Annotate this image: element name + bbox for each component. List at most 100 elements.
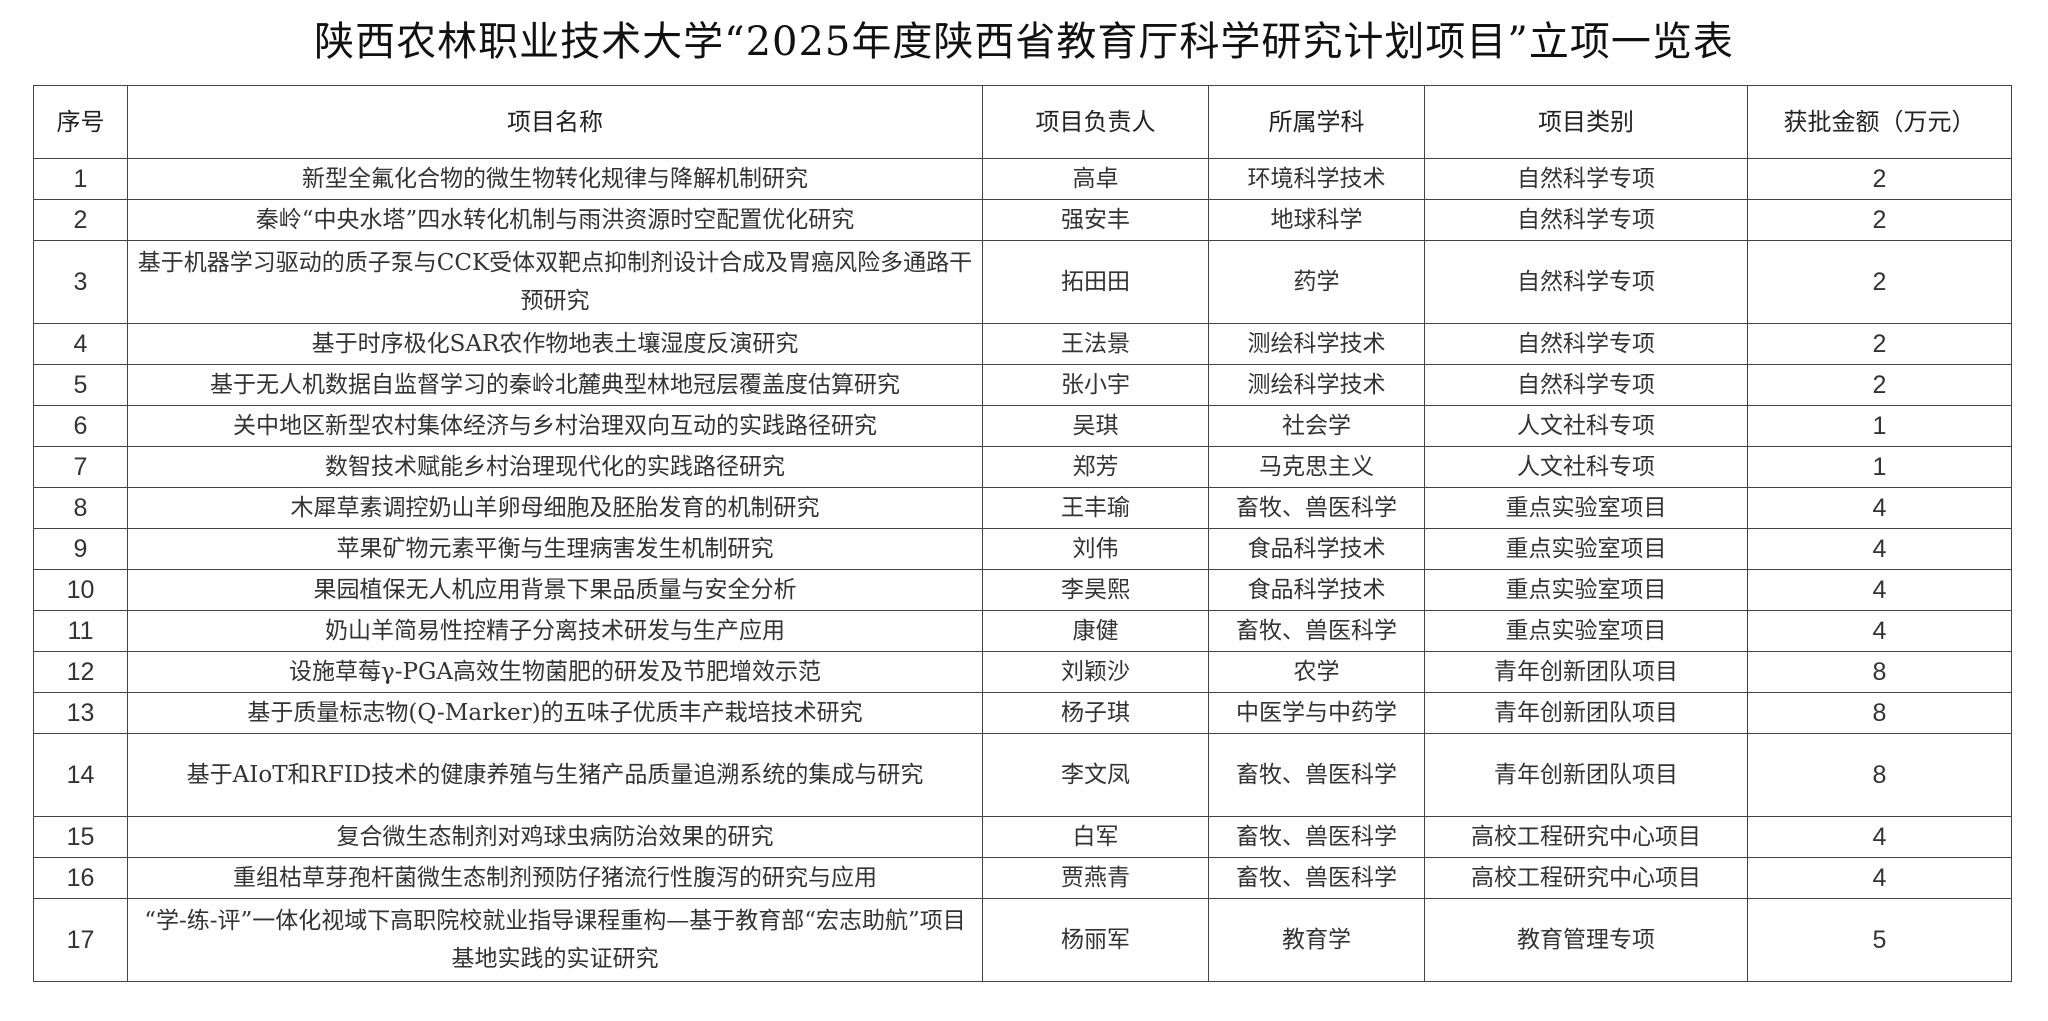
row-category: 自然科学专项 [1424, 199, 1748, 241]
row-amount: 4 [1747, 816, 2012, 858]
row-leader: 李文凤 [982, 733, 1209, 817]
row-project-name: 基于AIoT和RFID技术的健康养殖与生猪产品质量追溯系统的集成与研究 [127, 733, 983, 817]
row-discipline: 畜牧、兽医科学 [1208, 857, 1425, 899]
row-seq: 14 [33, 733, 128, 817]
header-leader: 项目负责人 [982, 85, 1209, 159]
row-category: 高校工程研究中心项目 [1424, 816, 1748, 858]
row-discipline: 食品科学技术 [1208, 528, 1425, 570]
row-project-name: 关中地区新型农村集体经济与乡村治理双向互动的实践路径研究 [127, 405, 983, 447]
row-amount: 2 [1747, 199, 2012, 241]
row-category: 人文社科专项 [1424, 446, 1748, 488]
row-leader: 杨丽军 [982, 898, 1209, 982]
row-category: 青年创新团队项目 [1424, 733, 1748, 817]
row-project-name: 设施草莓γ-PGA高效生物菌肥的研发及节肥增效示范 [127, 651, 983, 693]
table-row: 11 奶山羊简易性控精子分离技术研发与生产应用 康健 畜牧、兽医科学 重点实验室项目 4 [33, 610, 2012, 652]
table-row: 15 复合微生态制剂对鸡球虫病防治效果的研究 白军 畜牧、兽医科学 高校工程研究中心项目… [33, 816, 2012, 858]
row-leader: 张小宇 [982, 364, 1209, 406]
row-project-name: 果园植保无人机应用背景下果品质量与安全分析 [127, 569, 983, 611]
table-row: 14 基于AIoT和RFID技术的健康养殖与生猪产品质量追溯系统的集成与研究 李文凤… [33, 733, 2012, 817]
row-leader: 吴琪 [982, 405, 1209, 447]
row-amount: 2 [1747, 240, 2012, 324]
row-project-name: 基于质量标志物(Q-Marker)的五味子优质丰产栽培技术研究 [127, 692, 983, 734]
row-seq: 8 [33, 487, 128, 529]
row-project-name: 基于无人机数据自监督学习的秦岭北麓典型林地冠层覆盖度估算研究 [127, 364, 983, 406]
table-row: 7 数智技术赋能乡村治理现代化的实践路径研究 郑芳 马克思主义 人文社科专项 1 [33, 446, 2012, 488]
row-category: 自然科学专项 [1424, 364, 1748, 406]
header-category: 项目类别 [1424, 85, 1748, 159]
row-leader: 李昊熙 [982, 569, 1209, 611]
row-seq: 4 [33, 323, 128, 365]
table-row: 4 基于时序极化SAR农作物地表土壤湿度反演研究 王法景 测绘科学技术 自然科学专项 2 [33, 323, 2012, 365]
row-project-name: 苹果矿物元素平衡与生理病害发生机制研究 [127, 528, 983, 570]
row-seq: 15 [33, 816, 128, 858]
row-project-name: 奶山羊简易性控精子分离技术研发与生产应用 [127, 610, 983, 652]
row-discipline: 药学 [1208, 240, 1425, 324]
row-discipline: 社会学 [1208, 405, 1425, 447]
row-amount: 2 [1747, 364, 2012, 406]
row-amount: 8 [1747, 733, 2012, 817]
row-category: 重点实验室项目 [1424, 487, 1748, 529]
row-project-name: 基于机器学习驱动的质子泵与CCK受体双靶点抑制剂设计合成及胃癌风险多通路干预研究 [127, 240, 983, 324]
row-project-name: 秦岭“中央水塔”四水转化机制与雨洪资源时空配置优化研究 [127, 199, 983, 241]
table-row: 10 果园植保无人机应用背景下果品质量与安全分析 李昊熙 食品科学技术 重点实验室项目 4 [33, 569, 2012, 611]
row-category: 自然科学专项 [1424, 158, 1748, 200]
row-seq: 2 [33, 199, 128, 241]
row-category: 自然科学专项 [1424, 323, 1748, 365]
row-category: 青年创新团队项目 [1424, 651, 1748, 693]
table-row: 2 秦岭“中央水塔”四水转化机制与雨洪资源时空配置优化研究 强安丰 地球科学 自然科学专… [33, 199, 2012, 241]
row-amount: 8 [1747, 651, 2012, 693]
row-amount: 2 [1747, 323, 2012, 365]
row-project-name: 新型全氟化合物的微生物转化规律与降解机制研究 [127, 158, 983, 200]
row-seq: 6 [33, 405, 128, 447]
row-leader: 郑芳 [982, 446, 1209, 488]
row-leader: 刘颖沙 [982, 651, 1209, 693]
row-discipline: 农学 [1208, 651, 1425, 693]
page-title: 陕西农林职业技术大学“2025年度陕西省教育厅科学研究计划项目”立项一览表 [314, 19, 1734, 65]
row-amount: 2 [1747, 158, 2012, 200]
row-category: 青年创新团队项目 [1424, 692, 1748, 734]
row-amount: 5 [1747, 898, 2012, 982]
row-leader: 康健 [982, 610, 1209, 652]
header-amount: 获批金额（万元） [1747, 85, 2012, 159]
row-leader: 高卓 [982, 158, 1209, 200]
table-row: 6 关中地区新型农村集体经济与乡村治理双向互动的实践路径研究 吴琪 社会学 人文社科专项… [33, 405, 2012, 447]
row-seq: 9 [33, 528, 128, 570]
row-project-name: 复合微生态制剂对鸡球虫病防治效果的研究 [127, 816, 983, 858]
row-amount: 4 [1747, 487, 2012, 529]
table-row: 1 新型全氟化合物的微生物转化规律与降解机制研究 高卓 环境科学技术 自然科学专项 2 [33, 158, 2012, 200]
row-seq: 3 [33, 240, 128, 324]
row-category: 自然科学专项 [1424, 240, 1748, 324]
row-seq: 11 [33, 610, 128, 652]
row-discipline: 马克思主义 [1208, 446, 1425, 488]
row-discipline: 畜牧、兽医科学 [1208, 733, 1425, 817]
row-project-name: 数智技术赋能乡村治理现代化的实践路径研究 [127, 446, 983, 488]
row-discipline: 地球科学 [1208, 199, 1425, 241]
row-category: 人文社科专项 [1424, 405, 1748, 447]
table-row: 8 木犀草素调控奶山羊卵母细胞及胚胎发育的机制研究 王丰瑜 畜牧、兽医科学 重点实验室项… [33, 487, 2012, 529]
row-project-name: 基于时序极化SAR农作物地表土壤湿度反演研究 [127, 323, 983, 365]
row-leader: 拓田田 [982, 240, 1209, 324]
row-discipline: 测绘科学技术 [1208, 364, 1425, 406]
row-amount: 1 [1747, 446, 2012, 488]
row-seq: 10 [33, 569, 128, 611]
row-leader: 强安丰 [982, 199, 1209, 241]
header-seq: 序号 [33, 85, 128, 159]
row-category: 重点实验室项目 [1424, 610, 1748, 652]
row-discipline: 畜牧、兽医科学 [1208, 487, 1425, 529]
row-discipline: 教育学 [1208, 898, 1425, 982]
table-header-row: 序号 项目名称 项目负责人 所属学科 项目类别 获批金额（万元） [33, 85, 2012, 159]
row-leader: 刘伟 [982, 528, 1209, 570]
row-seq: 1 [33, 158, 128, 200]
row-amount: 4 [1747, 610, 2012, 652]
row-amount: 8 [1747, 692, 2012, 734]
row-seq: 5 [33, 364, 128, 406]
row-discipline: 测绘科学技术 [1208, 323, 1425, 365]
row-discipline: 畜牧、兽医科学 [1208, 816, 1425, 858]
row-category: 重点实验室项目 [1424, 569, 1748, 611]
row-seq: 13 [33, 692, 128, 734]
table-row: 13 基于质量标志物(Q-Marker)的五味子优质丰产栽培技术研究 杨子琪 中医学与… [33, 692, 2012, 734]
header-discipline: 所属学科 [1208, 85, 1425, 159]
row-category: 教育管理专项 [1424, 898, 1748, 982]
table-row: 3 基于机器学习驱动的质子泵与CCK受体双靶点抑制剂设计合成及胃癌风险多通路干预研… [33, 240, 2012, 324]
row-amount: 4 [1747, 569, 2012, 611]
